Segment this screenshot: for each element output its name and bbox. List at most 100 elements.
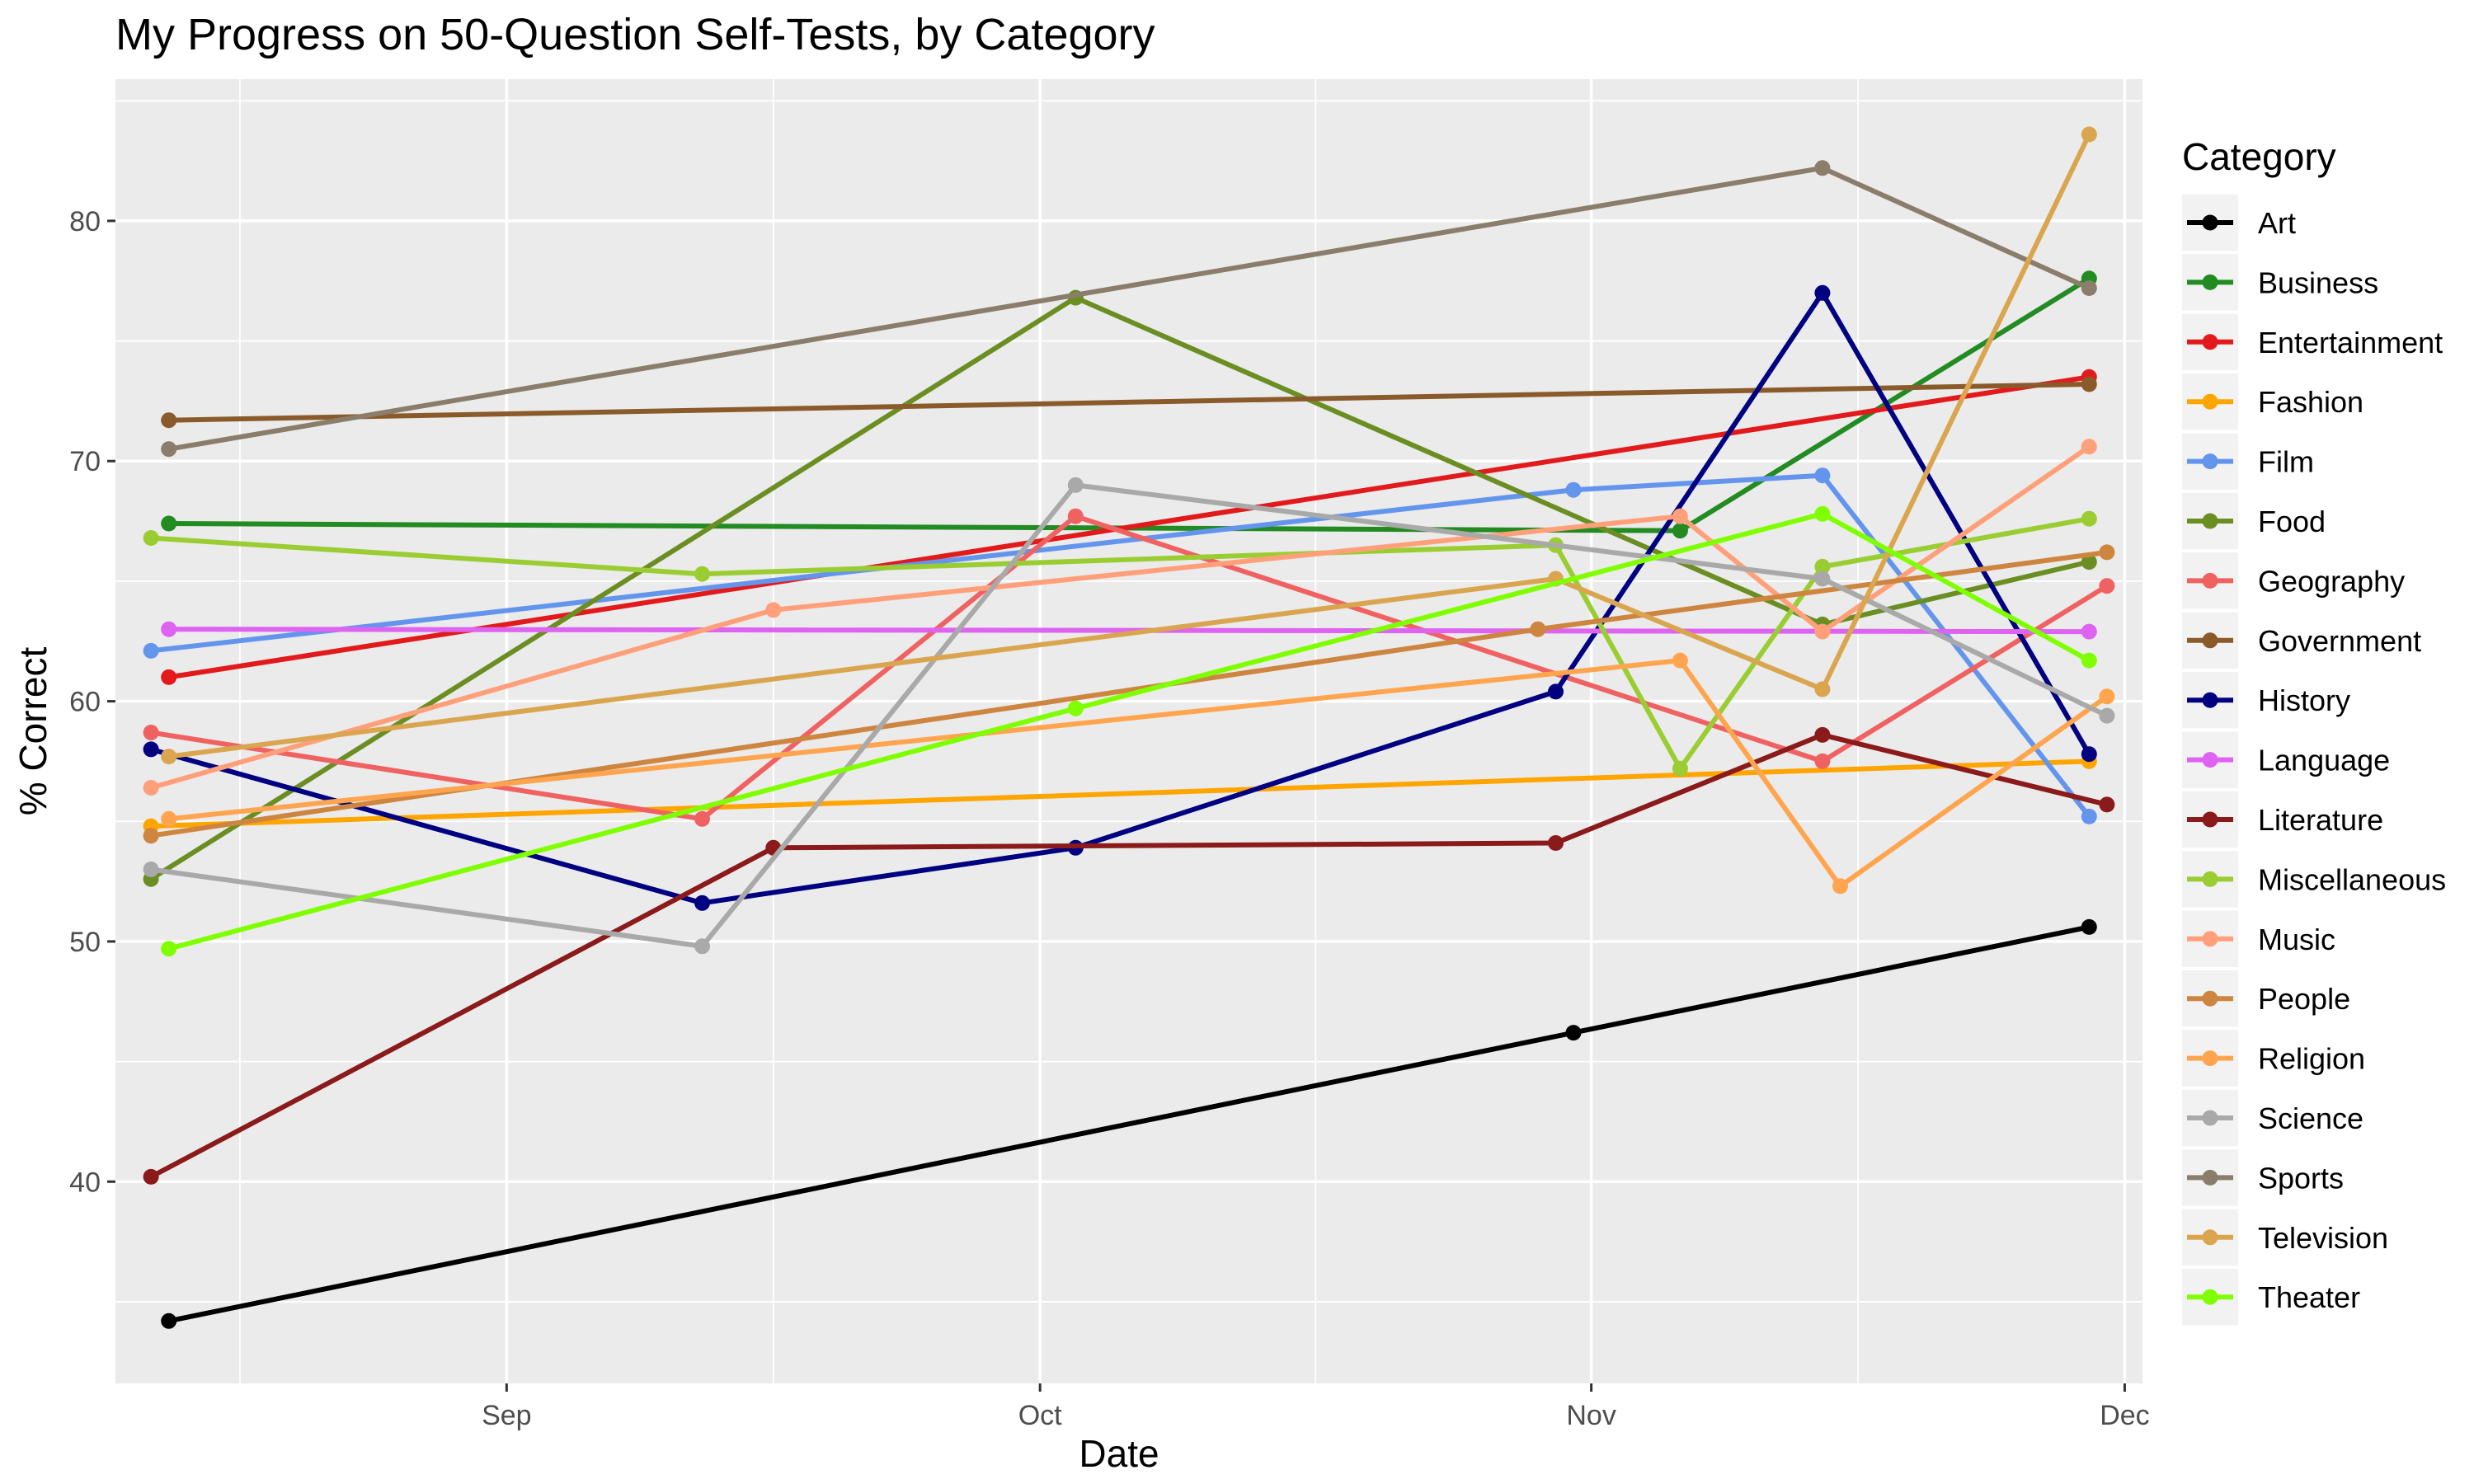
legend-item-language: Language xyxy=(2182,731,2390,788)
data-point-religion xyxy=(1832,878,1848,895)
series-art xyxy=(161,918,2097,1329)
series-television xyxy=(161,126,2097,765)
legend-label: Music xyxy=(2258,923,2335,956)
legend-item-music: Music xyxy=(2182,910,2335,967)
data-point-film xyxy=(1565,481,1582,498)
data-point-sports xyxy=(1814,160,1831,176)
data-point-miscellaneous xyxy=(1672,760,1688,777)
data-point-people xyxy=(143,828,159,844)
legend-key-point xyxy=(2202,453,2218,470)
data-point-television xyxy=(1814,681,1831,697)
legend-item-geography: Geography xyxy=(2182,552,2405,609)
series-line-theater xyxy=(167,511,2091,951)
data-point-science xyxy=(694,938,710,955)
x-tick-label: Oct xyxy=(1018,1400,1062,1431)
plot-panel xyxy=(115,79,2142,1383)
data-point-religion xyxy=(161,810,177,827)
legend-item-literature: Literature xyxy=(2182,791,2383,848)
series-science xyxy=(143,477,2115,955)
legend-key-point xyxy=(2202,1229,2218,1246)
data-point-sports xyxy=(161,441,177,458)
legend-label: Television xyxy=(2258,1221,2388,1255)
data-point-literature xyxy=(1814,726,1831,743)
legend-key-point xyxy=(2202,1169,2218,1186)
data-point-language xyxy=(161,621,177,637)
series-line-history xyxy=(150,290,2091,906)
legend-label: People xyxy=(2258,982,2350,1016)
y-axis-title: % Correct xyxy=(12,647,54,816)
series-miscellaneous xyxy=(143,510,2097,777)
y-tick-label: 70 xyxy=(69,446,101,477)
legend-label: Sports xyxy=(2258,1161,2344,1195)
data-point-art xyxy=(2081,918,2097,935)
legend-label: Religion xyxy=(2258,1042,2365,1076)
series-theater xyxy=(161,505,2097,957)
legend-item-science: Science xyxy=(2182,1089,2363,1147)
series-sports xyxy=(161,160,2097,458)
legend-label: Miscellaneous xyxy=(2258,862,2446,896)
legend-label: History xyxy=(2258,683,2350,717)
series-layer xyxy=(143,126,2115,1329)
legend-key-point xyxy=(2202,1050,2218,1067)
series-language xyxy=(161,621,2097,640)
legend-item-art: Art xyxy=(2182,194,2296,251)
legend-label: Theater xyxy=(2258,1280,2360,1314)
legend-label: Entertainment xyxy=(2258,326,2443,359)
legend-label: Geography xyxy=(2258,564,2405,598)
legend-key-point xyxy=(2202,871,2218,887)
legend-item-history: History xyxy=(2182,672,2350,729)
legend-item-theater: Theater xyxy=(2182,1269,2360,1326)
legend-key-point xyxy=(2202,1110,2218,1126)
data-point-film xyxy=(143,642,159,659)
data-point-geography xyxy=(1814,753,1831,769)
data-point-art xyxy=(161,1313,177,1329)
legend-label: Art xyxy=(2258,206,2296,240)
legend-key-point xyxy=(2202,752,2218,768)
legend-item-government: Government xyxy=(2182,612,2421,669)
legend-item-film: Film xyxy=(2182,433,2314,490)
data-point-business xyxy=(1672,523,1688,539)
legend-key-point xyxy=(2202,513,2218,529)
data-point-art xyxy=(1565,1025,1582,1041)
data-point-music xyxy=(765,602,782,618)
legend-label: Film xyxy=(2258,445,2314,479)
legend-item-entertainment: Entertainment xyxy=(2182,313,2443,370)
series-line-religion xyxy=(168,658,2109,889)
series-line-miscellaneous xyxy=(150,516,2090,772)
data-point-science xyxy=(1067,477,1084,493)
legend-item-television: Television xyxy=(2182,1209,2388,1266)
data-point-music xyxy=(1814,623,1831,640)
data-point-literature xyxy=(1548,835,1564,851)
series-people xyxy=(143,544,2115,844)
series-government xyxy=(161,376,2097,429)
data-point-geography xyxy=(1067,508,1084,524)
data-point-theater xyxy=(1814,505,1831,522)
legend-label: Fashion xyxy=(2258,385,2363,419)
legend: Category Art Business Entertainment Fashion… xyxy=(2182,135,2446,1326)
legend-item-business: Business xyxy=(2182,254,2378,311)
series-geography xyxy=(143,508,2115,827)
data-point-sports xyxy=(2081,280,2097,296)
data-point-history xyxy=(694,895,710,911)
legend-key-point xyxy=(2202,632,2218,649)
legend-key-point xyxy=(2202,811,2218,828)
legend-item-fashion: Fashion xyxy=(2182,373,2363,430)
data-point-history xyxy=(143,741,159,758)
data-point-religion xyxy=(1672,652,1688,669)
grid-lines xyxy=(115,79,2142,1383)
x-tick-label: Sep xyxy=(482,1400,532,1431)
data-point-geography xyxy=(143,725,159,740)
x-tick-label: Nov xyxy=(1566,1400,1616,1431)
series-history xyxy=(143,284,2097,911)
data-point-theater xyxy=(161,941,177,957)
series-music xyxy=(143,439,2097,796)
series-line-government xyxy=(168,382,2090,423)
data-point-history xyxy=(1814,284,1831,301)
data-point-science xyxy=(2099,707,2115,724)
data-point-history xyxy=(1548,683,1564,700)
data-point-miscellaneous xyxy=(694,566,710,582)
legend-label: Food xyxy=(2258,505,2326,538)
series-line-food xyxy=(149,295,2090,881)
data-point-film xyxy=(2081,808,2097,824)
data-point-people xyxy=(1530,621,1546,637)
